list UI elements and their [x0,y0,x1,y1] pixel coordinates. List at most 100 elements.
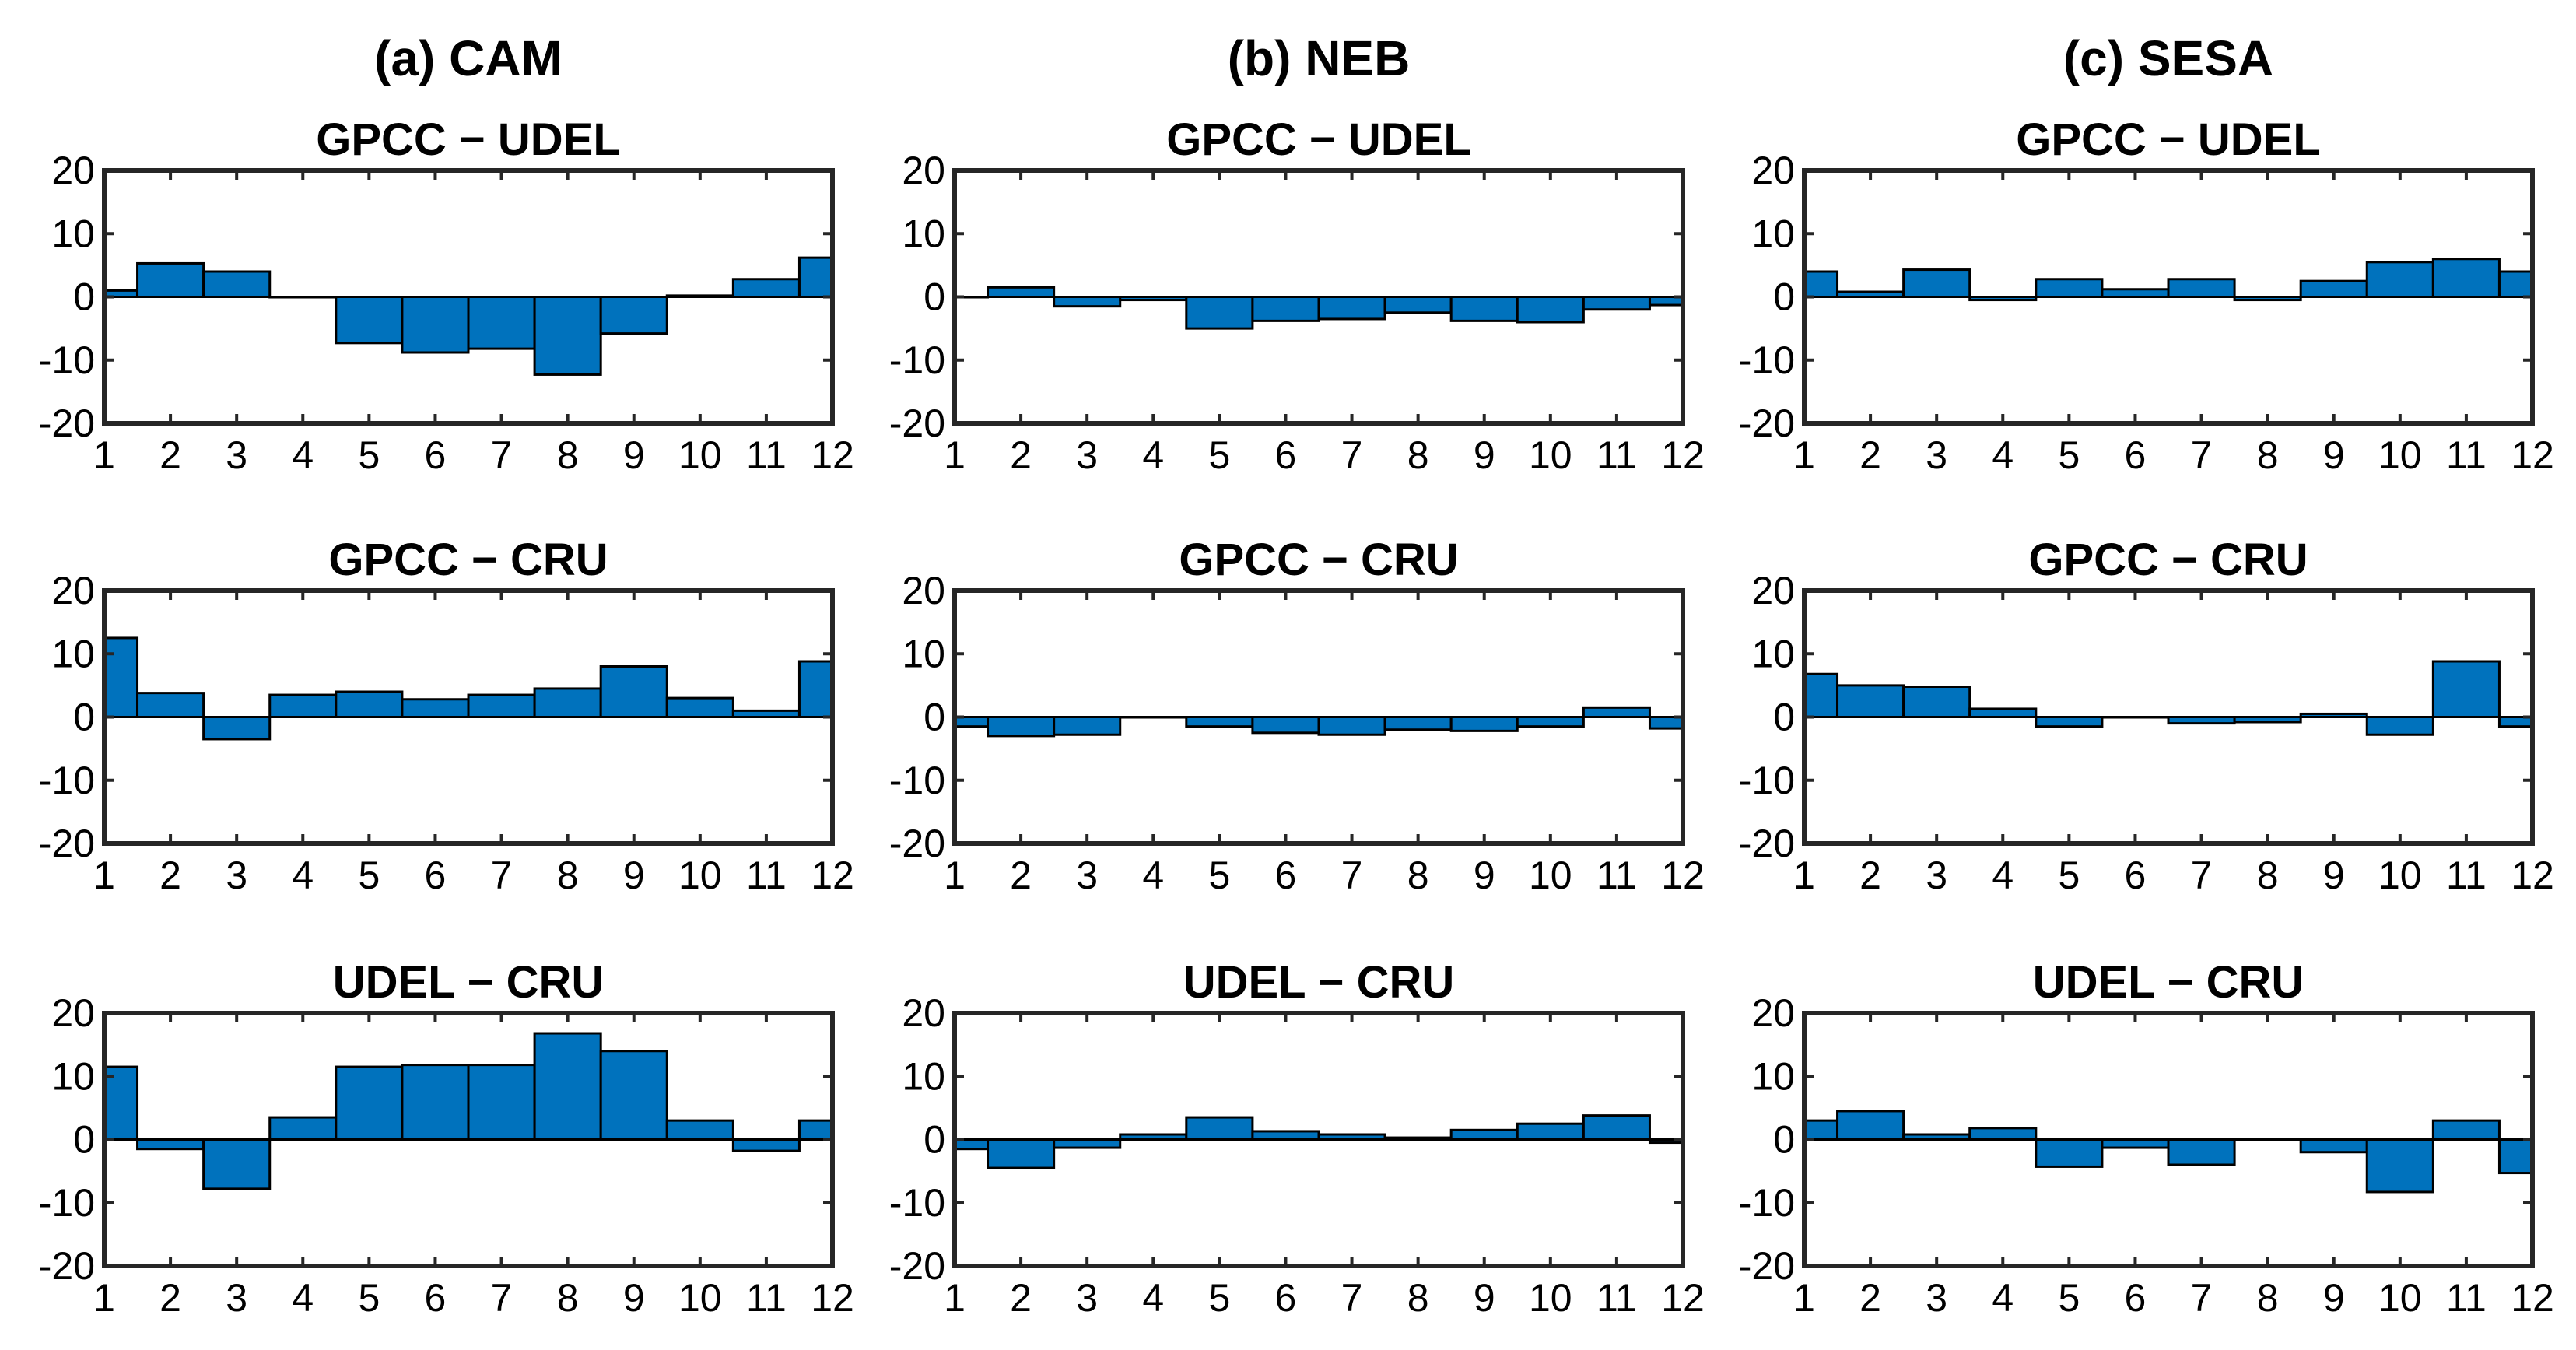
bar-month-6 [1251,1130,1320,1141]
x-tick-label: 1 [944,854,966,897]
y-tick-label: -10 [889,1181,945,1225]
bar-month-6 [2101,716,2170,719]
x-tick-label: 4 [1992,854,2013,897]
bar-month-9 [2299,1138,2368,1154]
x-tick-label: 3 [1076,433,1098,477]
x-tick-label: 5 [358,1276,380,1320]
x-tick-label: 11 [746,854,787,897]
bar-month-4 [1968,296,2038,302]
x-tick-label: 12 [811,854,854,897]
x-tick-label: 10 [2378,433,2422,477]
x-tick-label: 2 [1859,854,1881,897]
bar-month-11 [731,709,801,718]
bar-month-2 [987,1138,1056,1169]
x-tick-label: 7 [1341,854,1363,897]
bar-month-11 [2431,258,2501,298]
x-tick-label: 9 [1474,1276,1495,1320]
x-tick-label: 5 [1208,1276,1230,1320]
x-tick-label: 2 [1010,433,1032,477]
bar-month-3 [1902,686,1971,718]
y-tick-label: 0 [73,696,95,739]
x-tick-label: 2 [1010,1276,1032,1320]
bar-month-6 [401,296,470,354]
x-tick-label: 9 [623,854,645,897]
x-tick-label: 6 [1275,433,1297,477]
y-tick-label: 20 [51,991,95,1035]
x-tick-label: 10 [2378,1276,2422,1320]
bar-month-5 [1185,296,1254,330]
bar-month-3 [1902,268,1971,298]
y-tick-label: -20 [39,1244,95,1288]
x-tick-label: 8 [557,854,579,897]
x-tick-label: 11 [1596,1276,1637,1320]
x-tick-label: 12 [1661,854,1705,897]
x-tick-label: 9 [1474,433,1495,477]
x-tick-label: 1 [1793,854,1815,897]
y-tick-label: -10 [1739,1181,1795,1225]
x-tick-label: 3 [1926,854,1947,897]
bar-month-8 [2233,296,2302,302]
bar-group [1804,1110,2532,1194]
x-tick-label: 12 [1661,1276,1705,1320]
x-tick-label: 8 [1407,1276,1429,1320]
bar-month-10 [1516,716,1585,728]
bar-month-1 [104,636,139,718]
bar-month-3 [1053,1138,1122,1149]
x-tick-label: 11 [2446,433,2487,477]
bar-month-8 [533,296,602,376]
bar-month-11 [1582,706,1651,718]
y-tick-label: 10 [1751,212,1795,255]
bar-month-5 [335,690,404,718]
x-tick-label: 6 [1275,1276,1297,1320]
y-tick-label: 10 [51,1054,95,1098]
x-tick-label: 7 [491,433,513,477]
bar-month-8 [2233,716,2302,724]
x-tick-label: 3 [1076,854,1098,897]
bar-month-3 [1902,1133,1971,1141]
x-tick-label: 3 [1926,1276,1947,1320]
x-tick-label: 7 [2191,1276,2213,1320]
y-tick-label: 20 [51,569,95,612]
bar-month-3 [202,716,272,741]
x-tick-label: 5 [358,854,380,897]
bar-group [955,706,1683,738]
y-tick-label: -10 [39,1181,95,1225]
bar-month-10 [665,294,734,298]
panel-title: UDEL − CRU [2033,957,2304,1008]
bar-month-5 [2035,278,2104,298]
bar-month-4 [1968,707,2038,718]
bar-month-10 [2365,1138,2434,1194]
y-tick-label: 10 [1751,1054,1795,1098]
bar-month-12 [1648,716,1683,730]
x-tick-label: 9 [1474,854,1495,897]
y-tick-label: 0 [924,696,945,739]
x-tick-label: 5 [2058,1276,2080,1320]
bar-month-10 [665,696,734,718]
bar-month-9 [2299,279,2368,298]
y-tick-label: 10 [902,212,945,255]
bar-month-11 [1582,296,1651,311]
y-tick-label: -20 [39,822,95,865]
bar-month-6 [401,1064,470,1141]
x-tick-label: 9 [623,433,645,477]
bar-month-5 [2035,716,2104,728]
bar-month-12 [1648,1138,1683,1145]
y-tick-label: -20 [889,1244,945,1288]
bar-month-6 [2101,1138,2170,1149]
x-tick-label: 9 [2323,433,2345,477]
x-tick-label: 6 [1275,854,1297,897]
bar-month-2 [987,286,1056,298]
x-tick-label: 6 [425,433,447,477]
bar-month-4 [1119,716,1188,719]
x-tick-label: 7 [2191,433,2213,477]
bar-month-8 [1383,296,1453,314]
x-tick-label: 6 [425,1276,447,1320]
x-tick-label: 12 [1661,433,1705,477]
bar-month-6 [1251,716,1320,735]
y-tick-label: -20 [1739,401,1795,445]
y-tick-label: 0 [924,275,945,319]
column-title-neb: (b) NEB [1228,30,1411,86]
panel-title: UDEL − CRU [333,957,605,1008]
x-tick-label: 1 [93,433,115,477]
